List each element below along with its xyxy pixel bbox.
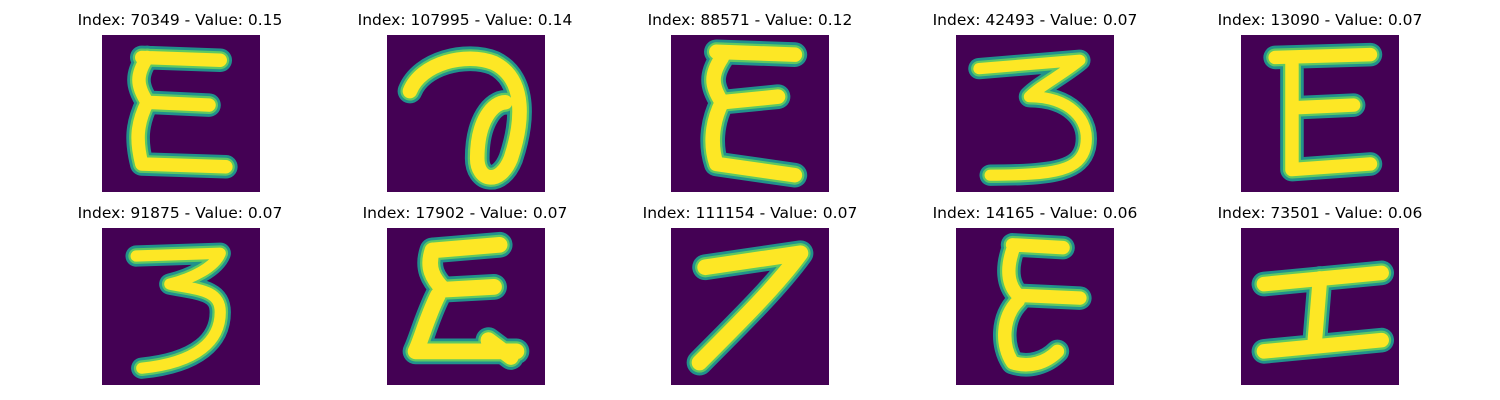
- panel-title: Index: 91875 - Value: 0.07: [77, 204, 283, 222]
- panel-title: Index: 107995 - Value: 0.14: [357, 11, 573, 29]
- panel-5: Index: 13090 - Value: 0.07: [1170, 0, 1470, 192]
- panel-9: Index: 14165 - Value: 0.06: [885, 193, 1185, 385]
- digit-image: [387, 228, 545, 385]
- glyph-e-curly-left-icon: [700, 39, 808, 188]
- digit-image: [671, 35, 829, 192]
- panel-2: Index: 107995 - Value: 0.14: [315, 0, 615, 192]
- digit-image: [102, 228, 260, 385]
- panel-title: Index: 13090 - Value: 0.07: [1217, 11, 1423, 29]
- digit-image: [956, 228, 1114, 385]
- panel-1: Index: 70349 - Value: 0.15: [30, 0, 330, 192]
- panel-3: Index: 88571 - Value: 0.12: [600, 0, 900, 192]
- glyph-a-loop-icon: [397, 46, 532, 190]
- digit-image: [102, 35, 260, 192]
- glyph-e-zigzag-icon: [402, 231, 530, 370]
- panel-7: Index: 17902 - Value: 0.07: [315, 193, 615, 385]
- glyph-e-curly-left-icon: [126, 45, 238, 179]
- glyph-three-curvy-icon: [125, 242, 231, 379]
- panel-4: Index: 42493 - Value: 0.07: [885, 0, 1185, 192]
- panel-title: Index: 73501 - Value: 0.06: [1217, 204, 1423, 222]
- panel-8: Index: 111154 - Value: 0.07: [600, 193, 900, 385]
- glyph-three-flat-icon: [968, 49, 1097, 186]
- digit-image: [956, 35, 1114, 192]
- glyph-e-block-icon: [1263, 42, 1383, 182]
- digit-image: [1241, 35, 1399, 192]
- panel-6: Index: 91875 - Value: 0.07: [30, 193, 330, 385]
- glyph-seven-slant-icon: [686, 240, 814, 376]
- panel-title: Index: 14165 - Value: 0.06: [932, 204, 1138, 222]
- panel-10: Index: 73501 - Value: 0.06: [1170, 193, 1470, 385]
- panel-title: Index: 88571 - Value: 0.12: [647, 11, 853, 29]
- digit-image: [387, 35, 545, 192]
- panel-title: Index: 70349 - Value: 0.15: [77, 11, 283, 29]
- panel-title: Index: 17902 - Value: 0.07: [362, 204, 568, 222]
- glyph-e-curly-right-icon: [993, 233, 1092, 377]
- panel-title: Index: 111154 - Value: 0.07: [642, 204, 858, 222]
- glyph-i-serif-icon: [1251, 260, 1395, 364]
- digit-image: [671, 228, 829, 385]
- digit-image: [1241, 228, 1399, 385]
- panel-title: Index: 42493 - Value: 0.07: [932, 11, 1138, 29]
